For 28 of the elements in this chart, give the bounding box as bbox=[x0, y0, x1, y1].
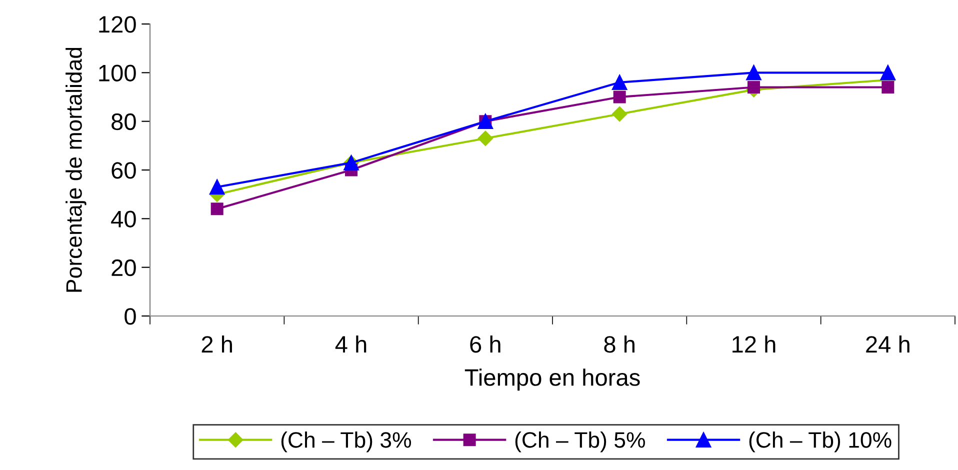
x-tick-label: 6 h bbox=[470, 335, 500, 353]
y-tick-label: 20 bbox=[112, 259, 136, 276]
legend-label: (Ch – Tb) 3% bbox=[281, 432, 412, 452]
point bbox=[612, 74, 628, 90]
point bbox=[880, 65, 896, 80]
y-tick-label: 80 bbox=[112, 113, 136, 130]
point bbox=[209, 179, 225, 195]
point bbox=[882, 81, 894, 94]
point bbox=[612, 106, 628, 122]
x-axis-title: Tiempo en horas bbox=[464, 368, 640, 391]
y-axis-title: Porcentaje de mortalidad bbox=[66, 48, 86, 292]
legend-label: (Ch – Tb) 10% bbox=[749, 432, 892, 452]
x-tick-label: 4 h bbox=[335, 335, 366, 353]
point bbox=[746, 65, 762, 80]
x-tick-label: 24 h bbox=[866, 335, 910, 353]
point bbox=[210, 202, 224, 216]
point bbox=[478, 130, 493, 146]
y-tick-label: 60 bbox=[112, 162, 136, 179]
point bbox=[613, 90, 626, 104]
y-tick-label: 100 bbox=[99, 64, 136, 82]
y-tick-label: 120 bbox=[99, 16, 136, 33]
legend-label: (Ch – Tb) 5% bbox=[515, 432, 645, 452]
x-tick-label: 2 h bbox=[202, 335, 232, 353]
point bbox=[748, 81, 760, 94]
y-tick-label: 40 bbox=[111, 210, 136, 228]
x-tick-label: 12 h bbox=[732, 335, 776, 353]
y-tick-label: 0 bbox=[124, 308, 136, 325]
x-tick-label: 8 h bbox=[604, 335, 634, 353]
